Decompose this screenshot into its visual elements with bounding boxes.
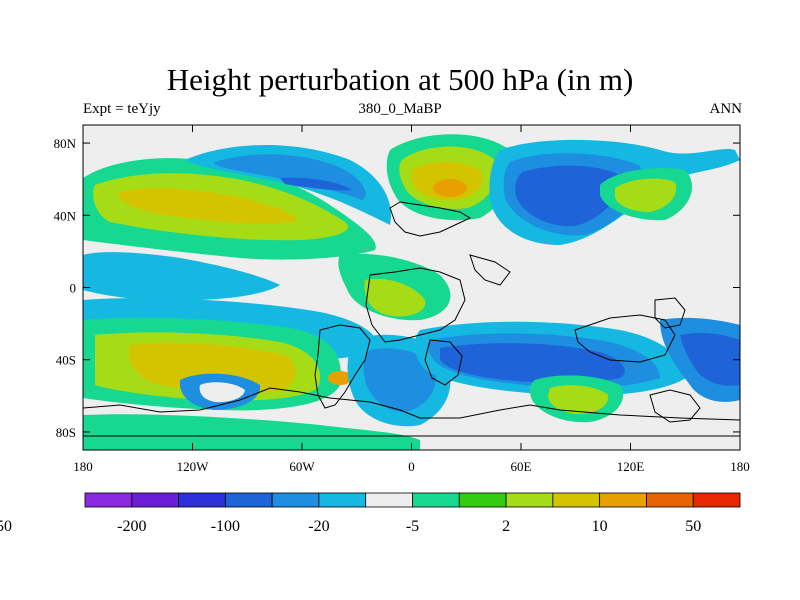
y-tick-label: 40N bbox=[54, 208, 77, 223]
colorbar-swatch bbox=[692, 492, 741, 508]
y-tick-label: 40S bbox=[56, 353, 76, 368]
colorbar-swatch bbox=[84, 492, 133, 508]
colorbar-tick-label: 10 bbox=[592, 518, 608, 535]
colorbar-swatch bbox=[458, 492, 507, 508]
colorbar-tick-label: -200 bbox=[117, 518, 146, 535]
season-label: ANN bbox=[709, 101, 743, 117]
colorbar-tick-label: -20 bbox=[308, 518, 329, 535]
x-tick-label: 60W bbox=[289, 459, 315, 474]
outline-south-africa bbox=[424, 339, 463, 386]
contour-se-pacific-darkblue bbox=[680, 332, 740, 386]
colorbar-tick-label: 2 bbox=[502, 518, 510, 535]
colorbar-swatch bbox=[178, 492, 226, 508]
y-tick-label: 80S bbox=[56, 425, 76, 440]
x-tick-label: 120E bbox=[617, 459, 645, 474]
axis-ticks: 180 120W 60W 0 60E 120E 180 80N 40N 0 40S 80S bbox=[54, 125, 750, 474]
contour-nh-yellow-band bbox=[118, 188, 296, 224]
contour-sh-orange-core bbox=[328, 371, 352, 385]
x-tick-label: 180 bbox=[73, 459, 93, 474]
colorbar: -200 -100 -20 -5 2 10 50 150 bbox=[0, 492, 741, 535]
chart-title: Height perturbation at 500 hPa (in m) bbox=[166, 62, 634, 97]
outline-south-america bbox=[314, 324, 371, 409]
outline-australia bbox=[574, 314, 676, 363]
contour-southern-ring-inner bbox=[199, 382, 245, 403]
colorbar-swatch bbox=[318, 492, 367, 508]
outline-east-pacific-islands bbox=[654, 297, 686, 329]
colorbar-tick-label: 150 bbox=[0, 518, 12, 535]
outline-india-asia bbox=[469, 254, 511, 286]
colorbar-swatch bbox=[552, 492, 601, 508]
x-tick-label: 180 bbox=[730, 459, 750, 474]
contour-field bbox=[83, 125, 740, 450]
colorbar-tick-label: -5 bbox=[406, 518, 419, 535]
outline-north-africa bbox=[365, 267, 466, 343]
experiment-label: Expt = teYjy bbox=[83, 101, 161, 117]
contour-south-indian-yellow bbox=[548, 385, 609, 414]
colorbar-swatch bbox=[224, 492, 273, 508]
x-tick-label: 0 bbox=[408, 459, 415, 474]
colorbar-swatch bbox=[646, 492, 694, 508]
contour-polar-south-green bbox=[83, 414, 420, 450]
colorbar-swatch bbox=[365, 492, 413, 508]
contour-south-atlantic-blue bbox=[363, 348, 436, 412]
colorbar-swatch bbox=[131, 492, 179, 508]
y-tick-label: 0 bbox=[70, 281, 77, 296]
colorbar-swatch bbox=[505, 492, 554, 508]
outline-nz-coast bbox=[649, 389, 701, 423]
period-label: 380_0_MaBP bbox=[358, 101, 442, 117]
x-tick-label: 60E bbox=[511, 459, 532, 474]
colorbar-swatch bbox=[599, 492, 647, 508]
x-tick-label: 120W bbox=[177, 459, 210, 474]
colorbar-swatch bbox=[271, 492, 320, 508]
contour-atlantic-yellowgreen-wedge bbox=[364, 278, 426, 317]
contour-nh-deepblue-lobe bbox=[280, 177, 352, 191]
contour-west-pacific-blue bbox=[83, 252, 280, 301]
colorbar-tick-label: -100 bbox=[211, 518, 240, 535]
outline-europe bbox=[389, 201, 472, 237]
contour-sh-yellow-high bbox=[128, 343, 296, 393]
contour-pacific-yellow bbox=[615, 178, 677, 212]
colorbar-tick-label: 50 bbox=[685, 518, 701, 535]
contour-asia-darkblue bbox=[515, 165, 623, 227]
outline-antarctica bbox=[83, 387, 740, 421]
y-tick-label: 80N bbox=[54, 136, 77, 151]
land-outline bbox=[83, 201, 740, 437]
contour-eurasia-orange bbox=[433, 179, 467, 197]
colorbar-swatch bbox=[412, 492, 460, 508]
contour-indian-darkblue bbox=[440, 343, 625, 383]
